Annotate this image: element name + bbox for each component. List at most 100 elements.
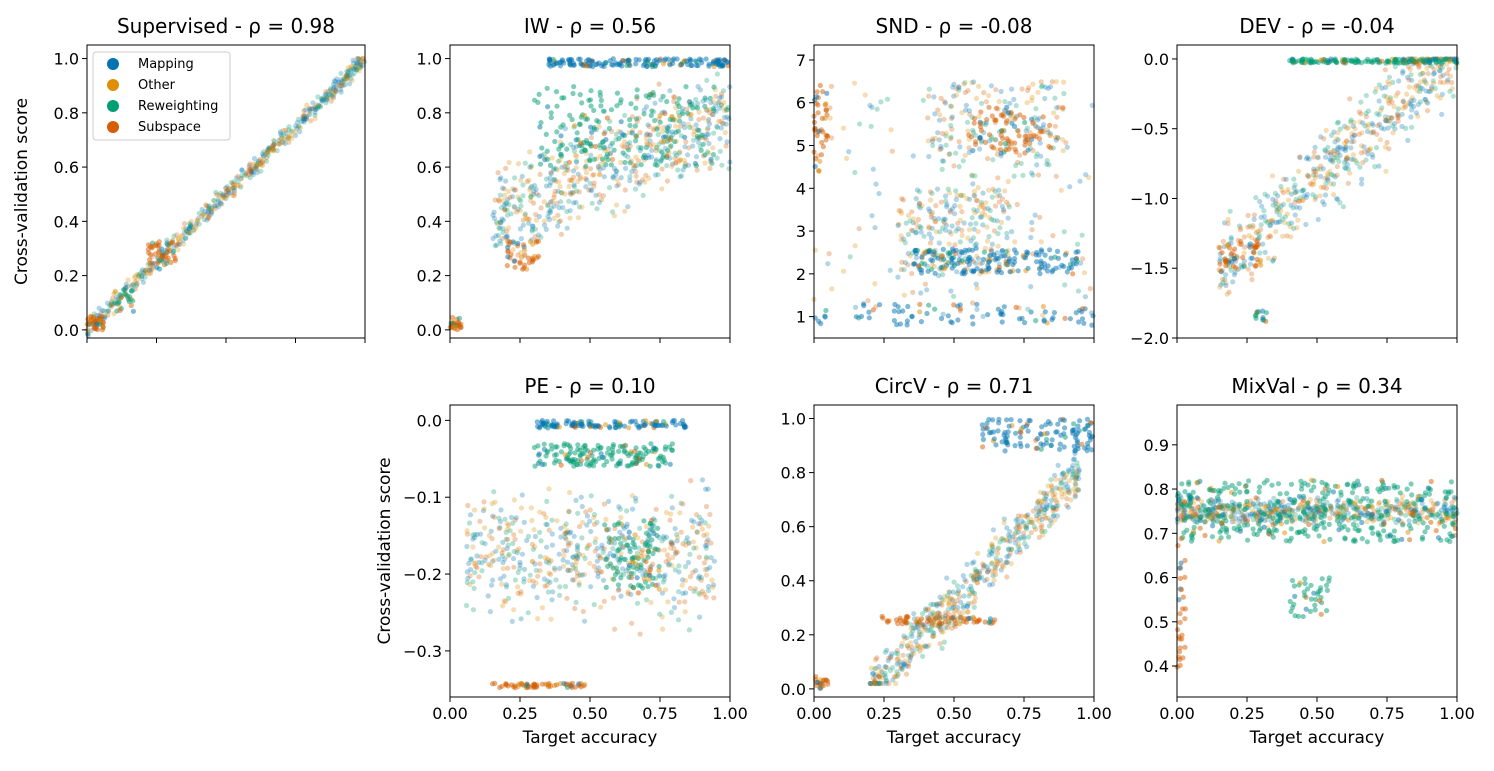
data-point	[543, 420, 549, 426]
data-point	[962, 89, 968, 96]
data-point	[125, 284, 131, 290]
data-point	[634, 94, 640, 100]
data-point	[879, 613, 885, 620]
data-point	[676, 563, 682, 569]
data-point	[696, 521, 702, 527]
data-point	[513, 187, 519, 193]
data-point	[673, 422, 679, 428]
data-point	[711, 107, 717, 114]
data-point	[618, 175, 624, 181]
data-point	[1362, 58, 1369, 64]
data-point	[655, 172, 661, 178]
data-point	[254, 166, 260, 173]
data-point	[1049, 317, 1055, 323]
data-point	[1343, 156, 1350, 162]
data-point	[705, 131, 712, 137]
data-point	[929, 138, 936, 144]
data-point	[985, 187, 992, 193]
data-point	[650, 561, 656, 567]
data-point	[464, 569, 470, 575]
data-point	[812, 163, 818, 170]
data-point	[1076, 319, 1082, 325]
data-point	[605, 146, 611, 153]
data-point	[506, 159, 512, 166]
data-point	[139, 273, 145, 279]
data-point	[852, 304, 859, 310]
data-point	[1223, 282, 1229, 289]
data-point	[519, 551, 526, 557]
data-point	[914, 187, 921, 193]
data-point	[308, 118, 314, 124]
data-point	[336, 83, 342, 89]
data-point	[553, 166, 559, 172]
data-point	[943, 610, 949, 616]
data-point	[992, 188, 998, 194]
data-point	[630, 540, 636, 546]
data-point	[1318, 173, 1324, 180]
data-point	[597, 93, 604, 99]
data-point	[977, 568, 983, 575]
data-point	[254, 162, 260, 168]
data-point	[1320, 166, 1326, 172]
data-point	[627, 122, 633, 129]
data-point	[1411, 97, 1417, 103]
data-point	[656, 463, 662, 469]
data-point	[1048, 518, 1054, 524]
data-point	[1322, 192, 1329, 198]
data-point	[903, 671, 910, 677]
data-point	[1028, 284, 1034, 290]
data-point	[990, 547, 996, 553]
data-point	[1040, 303, 1046, 310]
data-point	[1032, 526, 1039, 533]
data-point	[910, 216, 916, 222]
data-point	[551, 177, 557, 183]
data-point	[657, 119, 663, 125]
data-point	[1293, 204, 1299, 210]
data-point	[601, 598, 607, 604]
data-point	[631, 165, 637, 171]
data-point	[689, 124, 695, 131]
data-point	[895, 274, 901, 280]
data-point	[104, 308, 110, 314]
data-point	[596, 172, 603, 178]
data-point	[1217, 284, 1223, 290]
data-point	[1079, 309, 1085, 315]
data-point	[707, 165, 713, 171]
data-point	[573, 497, 579, 503]
data-point	[964, 604, 971, 610]
data-point	[936, 621, 943, 627]
data-point	[271, 139, 278, 145]
data-point	[522, 252, 528, 258]
data-point	[1418, 79, 1424, 85]
data-point	[565, 543, 571, 549]
data-point	[576, 582, 582, 588]
iw-points	[447, 56, 733, 333]
data-point	[1414, 88, 1420, 94]
data-point	[558, 153, 565, 159]
data-point	[969, 173, 975, 179]
data-point	[686, 145, 692, 151]
data-point	[627, 549, 633, 555]
data-point	[582, 618, 588, 624]
data-point	[933, 203, 939, 209]
data-point	[561, 523, 568, 530]
data-point	[580, 552, 586, 559]
data-point	[1323, 127, 1329, 133]
data-point	[638, 162, 644, 168]
data-point	[905, 303, 911, 310]
data-point	[635, 582, 642, 588]
data-point	[143, 270, 149, 276]
data-point	[537, 568, 543, 574]
data-point	[1408, 72, 1414, 78]
snd-y-tick-label: 1	[796, 308, 806, 327]
data-point	[503, 178, 509, 184]
data-point	[643, 597, 650, 603]
data-point	[544, 85, 550, 91]
data-point	[944, 202, 950, 208]
data-point	[546, 486, 552, 492]
data-point	[1270, 196, 1276, 202]
data-point	[531, 200, 537, 206]
snd-y-tick-label: 4	[796, 179, 806, 198]
data-point	[1348, 145, 1354, 151]
data-point	[1019, 518, 1025, 525]
